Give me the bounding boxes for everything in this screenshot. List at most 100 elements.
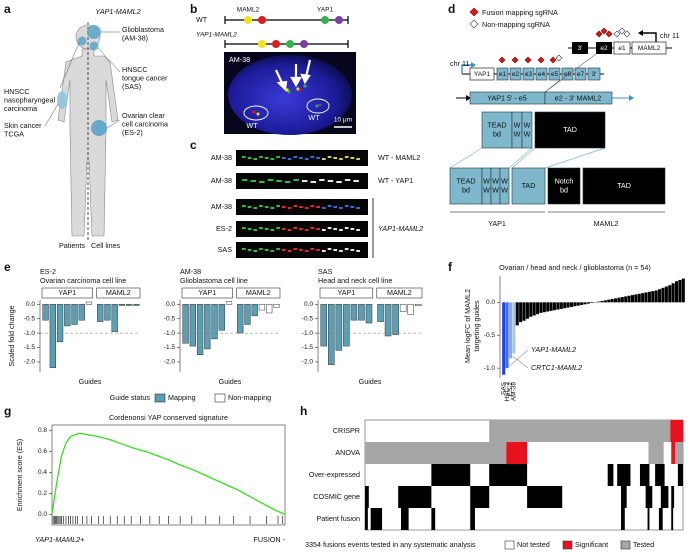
bar [512,302,515,353]
heatmap-cell [506,442,527,464]
legend-swatch [563,541,572,549]
bar [273,304,279,307]
bar [408,304,414,314]
fiber-signal [333,228,337,230]
domain-label: TAD [522,181,536,190]
fiber-signal [253,250,257,252]
annotation-line [512,356,528,368]
panel-label: a [4,2,11,16]
y-axis-label: targeting guides [472,300,481,352]
bar [617,298,620,303]
bar [580,302,583,305]
bar [563,302,566,308]
site-label: TCGA [4,129,24,138]
facet-label: YAP1 [58,288,76,297]
bar [672,283,675,302]
bar [50,304,56,367]
fiber-signal [299,206,303,208]
bar [567,302,570,307]
probe-label: YAP1-MAML2 [378,224,423,233]
facet-label: MAML2 [246,288,271,297]
bar [655,290,658,302]
legend-label: Significant [575,540,608,549]
fiber-signal [248,249,252,251]
y-tick-label: 0.2 [38,490,47,497]
fiber-signal [293,156,297,158]
heatmap-cell [671,486,674,508]
fiber-signal [293,179,298,181]
bar [119,304,125,305]
bar [57,304,63,341]
cell-label: WT [308,113,320,122]
domain-label: TAD [563,125,577,134]
fiber-signal [322,158,326,160]
bar [219,304,225,330]
legend-label: Mapping [168,393,196,402]
fiber-signal [345,227,349,229]
fiber-signal [339,229,343,231]
sample-label: ES-2 [216,224,232,233]
bar [553,302,556,310]
fiber-signal [285,181,290,183]
domain-label: Notch [555,176,574,185]
fiber-signal [316,249,320,251]
fiber-signal [242,179,247,181]
heatmap-cell [661,486,669,508]
bar [539,302,542,313]
fiber-signal [305,207,309,209]
heatmap-cell [470,508,475,530]
caption: 3354 fusions events tested in any system… [305,540,476,549]
fiber-signal [302,180,307,182]
exon-label: e1 [618,45,626,52]
fiber-signal [345,248,349,250]
fiber-signal [259,181,264,183]
bar [529,302,532,316]
x-tick-label: AM-38 [511,382,518,402]
domain-label: bd [493,129,501,138]
fiber-signal [259,227,263,229]
domain-label: bd [560,185,568,194]
legend-label: Non-mapping [228,393,271,402]
heatmap-cell [671,508,673,530]
domain-label: bd [462,185,470,194]
fiber-signal [268,179,273,181]
scale-label: 10 μm [334,117,352,124]
bar [611,299,614,302]
y-axis-label: Enrichment score (ES) [15,439,24,511]
fiber-signal [276,180,281,182]
fiber-signal [351,157,355,159]
fiber-signal [356,158,360,160]
y-tick-label: 0.0 [304,301,313,308]
fiber-signal [276,248,280,250]
y-tick-label: 0.0 [166,301,175,308]
exon-label: e6 [564,71,572,78]
row-label: WT [196,15,208,24]
y-tick-label: -0.5 [24,315,36,322]
fiber-signal [328,248,332,250]
x-axis-label: Guides [359,377,382,386]
y-tick-label: -1.0 [164,330,176,337]
axis-label: Patients [59,241,85,250]
domain-label: W [514,129,521,138]
site-label: (AM-38) [122,33,148,42]
fiber-signal [345,179,350,181]
chart-subtitle: Head and neck cell line [318,276,392,285]
heatmap-cell [489,464,527,486]
y-tick-label: 0.4 [38,469,47,476]
fiber-signal [336,181,341,183]
bar [638,294,641,303]
x-axis-label: Guides [219,377,242,386]
fiber-signal [276,205,280,207]
bar [516,302,519,325]
domain-label: W [501,185,508,194]
bar [570,302,573,307]
bar [604,300,607,302]
domain-label: W [483,185,490,194]
bar [678,280,681,302]
bar [126,304,132,305]
heatmap-cell [431,464,470,486]
bar [97,304,103,321]
fiber-signal [251,180,256,182]
exon-label: YAP1 [474,71,491,78]
panel-title: YAP1-MAML2 [95,7,140,16]
